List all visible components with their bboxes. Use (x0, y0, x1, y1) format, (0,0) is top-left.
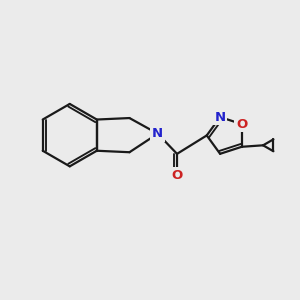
Text: O: O (236, 118, 247, 130)
Text: O: O (171, 169, 183, 182)
Text: N: N (214, 111, 226, 124)
Text: N: N (152, 127, 163, 140)
